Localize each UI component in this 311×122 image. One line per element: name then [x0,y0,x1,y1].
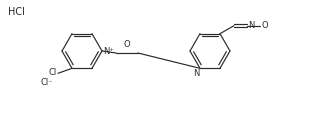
Text: N⁺: N⁺ [104,46,114,56]
Text: Cl⁻: Cl⁻ [40,78,53,87]
Text: O: O [124,40,130,49]
Text: HCl: HCl [8,7,25,17]
Text: Cl: Cl [49,68,57,77]
Text: O: O [261,21,268,30]
Text: N: N [193,69,199,78]
Text: N: N [248,21,254,30]
